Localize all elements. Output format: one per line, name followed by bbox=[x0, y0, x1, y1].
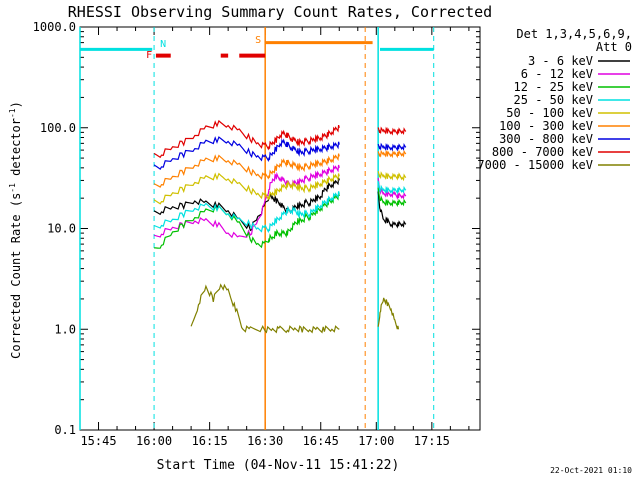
y-axis-label-part: Corrected Count Rate (s bbox=[9, 193, 23, 359]
y-axis-label-superscript: -1 bbox=[8, 108, 17, 118]
series-line-segment bbox=[377, 142, 407, 152]
legend-label: 50 - 100 keV bbox=[506, 106, 593, 120]
series-line bbox=[153, 164, 340, 239]
x-tick-label: 16:15 bbox=[192, 434, 228, 448]
x-tick-label: 15:45 bbox=[80, 434, 116, 448]
series-line bbox=[153, 119, 340, 159]
annotation-s: S bbox=[255, 35, 261, 46]
legend-label: 800 - 7000 keV bbox=[492, 145, 593, 159]
x-tick-label: 17:15 bbox=[414, 434, 450, 448]
series-line bbox=[190, 283, 340, 334]
series-line-segment bbox=[377, 126, 407, 136]
series-line bbox=[153, 136, 340, 170]
series-line-segment bbox=[377, 297, 400, 330]
y-tick-label: 100.0 bbox=[40, 121, 76, 135]
y-tick-label: 10.0 bbox=[47, 222, 76, 236]
legend-label: 100 - 300 keV bbox=[499, 119, 593, 133]
legend-label: 3 - 6 keV bbox=[528, 54, 593, 68]
y-tick-label: 1.0 bbox=[54, 322, 76, 336]
series-line-segment bbox=[377, 187, 407, 208]
legend-title: Att 0 bbox=[596, 40, 632, 54]
legend-label: 12 - 25 keV bbox=[514, 80, 593, 94]
series-line bbox=[153, 172, 340, 205]
series-line bbox=[153, 153, 340, 188]
y-tick-label: 1000.0 bbox=[33, 20, 76, 34]
y-tick-label: 0.1 bbox=[54, 423, 76, 437]
y-axis-label-part: ) bbox=[9, 101, 23, 108]
x-tick-label: 16:00 bbox=[136, 434, 172, 448]
x-tick-label: 17:00 bbox=[358, 434, 394, 448]
x-tick-label: 16:30 bbox=[247, 434, 283, 448]
annotation-n: N bbox=[160, 39, 166, 50]
chart-title: RHESSI Observing Summary Count Rates, Co… bbox=[68, 3, 492, 21]
legend-title: Det 1,3,4,5,6,9, bbox=[516, 27, 632, 41]
x-tick-label: 16:45 bbox=[303, 434, 339, 448]
annotation-f: F bbox=[146, 50, 152, 61]
legend-label: 6 - 12 keV bbox=[521, 67, 593, 81]
series-line-segment bbox=[377, 171, 407, 182]
series-line-segment bbox=[377, 191, 407, 229]
y-axis-label-part: detector bbox=[9, 118, 23, 183]
legend-label: 7000 - 15000 keV bbox=[477, 158, 593, 172]
plot-frame bbox=[79, 26, 481, 431]
series-line-segment bbox=[377, 180, 407, 195]
plot-area: 0.1 1.0 10.0 100.0 1000.0 15:45 16:00 16:15 16:3… bbox=[33, 20, 481, 448]
series-line-segment bbox=[377, 149, 407, 159]
series-line bbox=[154, 193, 340, 249]
legend-label: 25 - 50 keV bbox=[514, 93, 593, 107]
y-axis-label: Corrected Count Rate (s-1 detector-1) bbox=[8, 101, 23, 359]
y-axis-label-superscript: -1 bbox=[8, 183, 17, 193]
series-line bbox=[153, 177, 340, 232]
series-line bbox=[153, 191, 340, 234]
x-axis-label: Start Time (04-Nov-11 15:41:22) bbox=[157, 458, 400, 473]
footer-timestamp: 22-Oct-2021 01:10 bbox=[550, 466, 632, 475]
legend-label: 300 - 800 keV bbox=[499, 132, 593, 146]
